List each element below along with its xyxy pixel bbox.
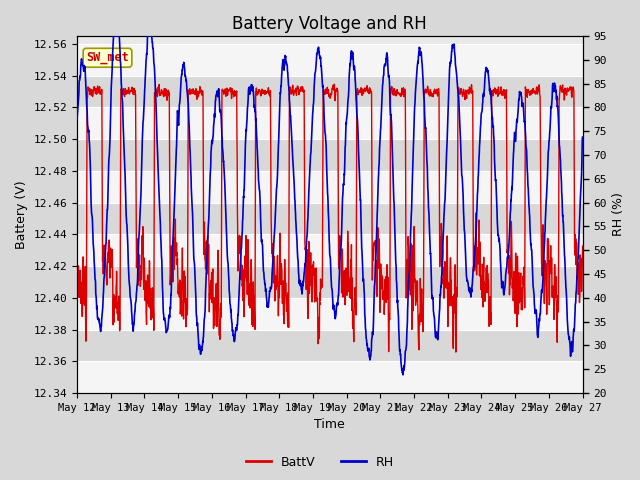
Bar: [77, 139, 582, 171]
Bar: [77, 266, 582, 298]
Bar: [77, 76, 582, 108]
Bar: [77, 298, 582, 330]
Legend: BattV, RH: BattV, RH: [241, 451, 399, 474]
X-axis label: Time: Time: [314, 419, 345, 432]
Y-axis label: RH (%): RH (%): [612, 192, 625, 237]
Bar: [77, 330, 582, 361]
Bar: [77, 171, 582, 203]
Bar: [77, 44, 582, 76]
Title: Battery Voltage and RH: Battery Voltage and RH: [232, 15, 427, 33]
Bar: [77, 108, 582, 139]
Y-axis label: Battery (V): Battery (V): [15, 180, 28, 249]
Text: SW_met: SW_met: [86, 51, 129, 64]
Bar: [77, 203, 582, 234]
Bar: [77, 361, 582, 393]
Bar: [77, 234, 582, 266]
